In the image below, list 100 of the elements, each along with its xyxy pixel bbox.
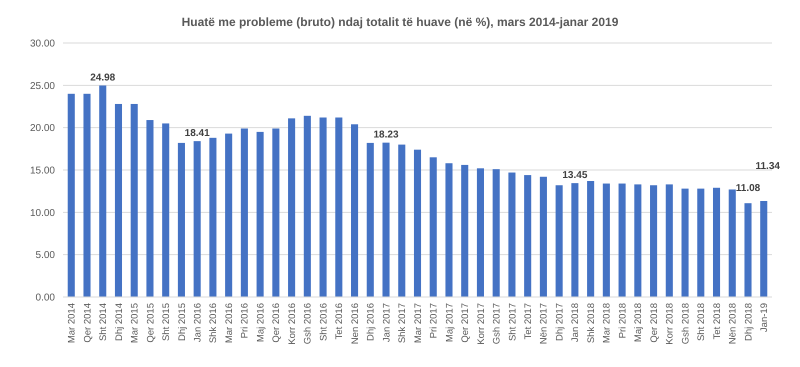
bar (146, 120, 154, 297)
bar (476, 168, 484, 297)
bar (556, 185, 563, 297)
x-tick-label: Dhj 2016 (366, 303, 377, 342)
bar (618, 184, 626, 297)
x-tick-label: Maj 2016 (255, 303, 266, 342)
x-tick-label: Gsh 2018 (680, 303, 692, 344)
bar (697, 188, 704, 297)
x-tick-label: Nen 2016 (350, 303, 361, 344)
x-tick-label: Sht 2017 (507, 303, 518, 342)
x-tick-label: Jan 2017 (381, 303, 392, 342)
x-tick-label: Dhj 2015 (176, 303, 188, 342)
x-tick-label: Maj 2018 (633, 303, 644, 342)
x-tick-label: Shk 2017 (397, 303, 408, 344)
bar (760, 200, 768, 297)
x-tick-label: Maj 2017 (444, 303, 456, 342)
bar (320, 118, 327, 297)
bar (256, 132, 264, 297)
bar (225, 134, 232, 297)
x-tick-label: Shk 2018 (586, 303, 597, 344)
x-tick-label: Gsh 2017 (492, 303, 503, 344)
bar (68, 94, 75, 297)
x-tick-label: Pri 2016 (240, 303, 251, 338)
bar (492, 169, 500, 297)
bar (571, 183, 578, 297)
x-tick-label: Shk 2016 (208, 303, 220, 344)
x-tick-label: Tet 2016 (334, 303, 346, 340)
x-tick-label: Nën 2018 (728, 303, 739, 344)
x-tick-label: Mar 2018 (602, 303, 613, 344)
bar (744, 203, 752, 297)
x-tick-label: Dhj 2017 (554, 303, 566, 342)
chart-title: Huatë me probleme (bruto) ndaj totalit të huave (në %), mars 2014-janar 2019 (182, 15, 619, 29)
x-tick-label: Sht 2015 (161, 303, 172, 342)
x-tick-label: Nën 2017 (538, 303, 550, 344)
data-label: 18.41 (184, 128, 210, 140)
y-tick-label: 10.00 (30, 208, 56, 219)
bar (99, 86, 106, 297)
bar (178, 142, 185, 297)
data-label: 11.08 (736, 183, 761, 194)
x-tick-label: Qer 2018 (648, 303, 660, 343)
bar (540, 176, 547, 297)
bar (430, 157, 437, 297)
y-tick-label: 0.00 (36, 292, 56, 304)
bar (461, 164, 468, 297)
data-label: 18.23 (374, 130, 399, 141)
bar (83, 94, 91, 297)
bar (398, 144, 406, 297)
bar (130, 104, 138, 297)
bar (524, 175, 532, 297)
x-tick-label: Korr 2017 (476, 303, 487, 345)
x-tick-label: Qer 2014 (82, 303, 94, 343)
x-tick-label: Korr 2018 (664, 303, 676, 345)
bar (114, 104, 122, 297)
bar (728, 189, 736, 297)
bar (351, 124, 358, 297)
x-tick-label: Pri 2018 (617, 303, 628, 338)
bar (209, 138, 216, 297)
y-tick-label: 20.00 (30, 123, 56, 134)
y-tick-label: 30.00 (30, 38, 56, 50)
x-tick-label: Gsh 2016 (302, 303, 314, 344)
data-label: 24.98 (90, 72, 116, 84)
x-tick-label: Qer 2016 (271, 303, 282, 343)
bar (712, 188, 720, 297)
bar (194, 141, 201, 297)
x-tick-label: Mar 2015 (130, 303, 141, 344)
bar (682, 188, 689, 297)
y-tick-label: 5.00 (36, 250, 56, 262)
x-tick-label: Sht 2014 (98, 303, 110, 342)
x-tick-label: Qer 2017 (460, 303, 472, 343)
bar (382, 142, 390, 297)
x-tick-label: Pri 2017 (428, 303, 440, 338)
bar (666, 184, 673, 297)
bar (335, 118, 342, 297)
x-tick-label: Qer 2015 (145, 303, 156, 343)
data-label: 13.45 (562, 170, 588, 182)
x-tick-label: Mar 2014 (66, 303, 78, 344)
bar (634, 184, 642, 297)
bar (587, 181, 594, 297)
x-tick-label: Sht 2018 (696, 303, 708, 342)
bar (288, 118, 296, 297)
x-tick-label: Dhj 2018 (743, 303, 754, 342)
bar (240, 128, 248, 297)
data-label: 11.34 (755, 160, 780, 172)
bar (162, 123, 170, 297)
x-tick-label: Dhj 2014 (114, 303, 125, 342)
x-tick-label: Sht 2016 (318, 303, 330, 342)
y-tick-label: 15.00 (30, 166, 56, 176)
bar (508, 172, 516, 297)
bar (414, 150, 422, 297)
x-tick-label: Tet 2017 (522, 303, 534, 340)
bar (366, 142, 374, 297)
x-tick-label: Mar 2017 (412, 303, 424, 344)
x-tick-label: Mar 2016 (224, 303, 235, 344)
x-tick-label: Jan 2018 (570, 303, 582, 342)
bar (272, 128, 280, 297)
bar (304, 116, 311, 297)
x-tick-label: Jan-19 (759, 303, 770, 332)
bar (650, 185, 658, 297)
x-tick-label: Tet 2018 (712, 303, 723, 340)
y-tick-label: 25.00 (30, 80, 56, 92)
